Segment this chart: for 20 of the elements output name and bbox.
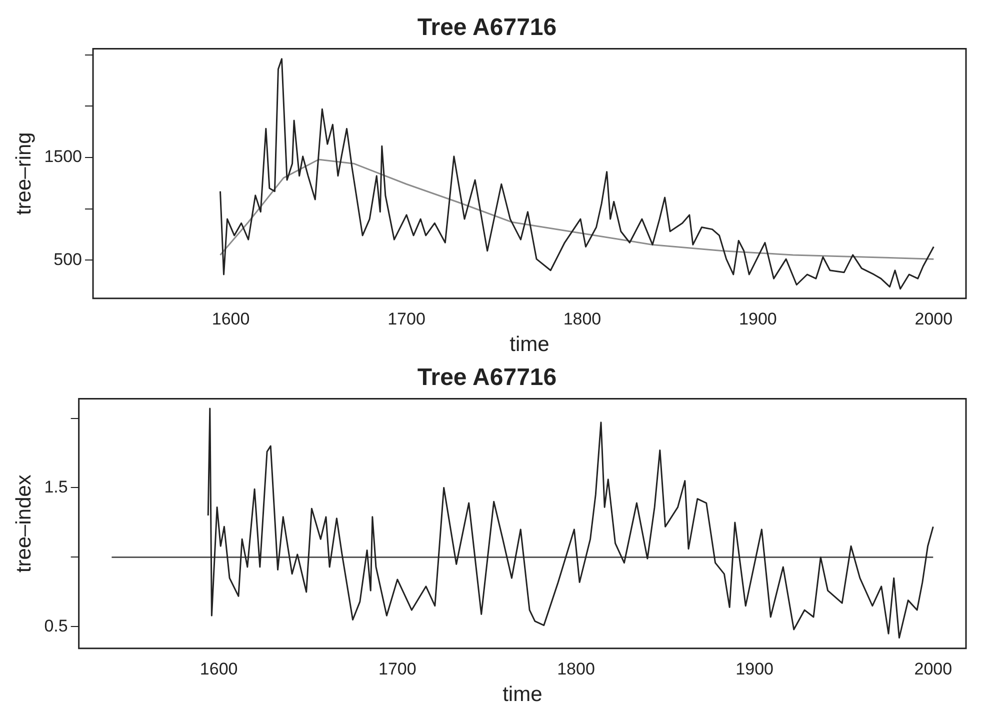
x-tick-label: 1700	[378, 659, 416, 678]
x-tick-label: 1800	[557, 659, 595, 678]
y-axis-title: tree–index	[12, 474, 36, 573]
y-tick-label: 500	[54, 250, 82, 269]
x-tick-label: 1800	[563, 309, 602, 328]
x-tick-label: 1900	[739, 309, 777, 328]
x-tick-label: 1600	[212, 309, 250, 328]
y-tick-label: 0.5	[44, 616, 68, 636]
chart-title: Tree A67716	[417, 14, 557, 42]
y-tick-label: 1500	[44, 147, 82, 166]
y-axis-title: tree–ring	[12, 132, 36, 216]
x-tick-label: 1700	[388, 309, 426, 328]
x-axis-title: time	[502, 683, 542, 706]
x-tick-label: 1600	[200, 659, 238, 678]
chart-title: Tree A67716	[417, 364, 557, 392]
x-tick-label: 1900	[736, 659, 774, 678]
y-tick-label: 1.5	[44, 477, 68, 496]
x-axis-title: time	[510, 333, 550, 356]
x-tick-label: 2000	[914, 309, 953, 328]
x-tick-label: 2000	[914, 659, 952, 678]
